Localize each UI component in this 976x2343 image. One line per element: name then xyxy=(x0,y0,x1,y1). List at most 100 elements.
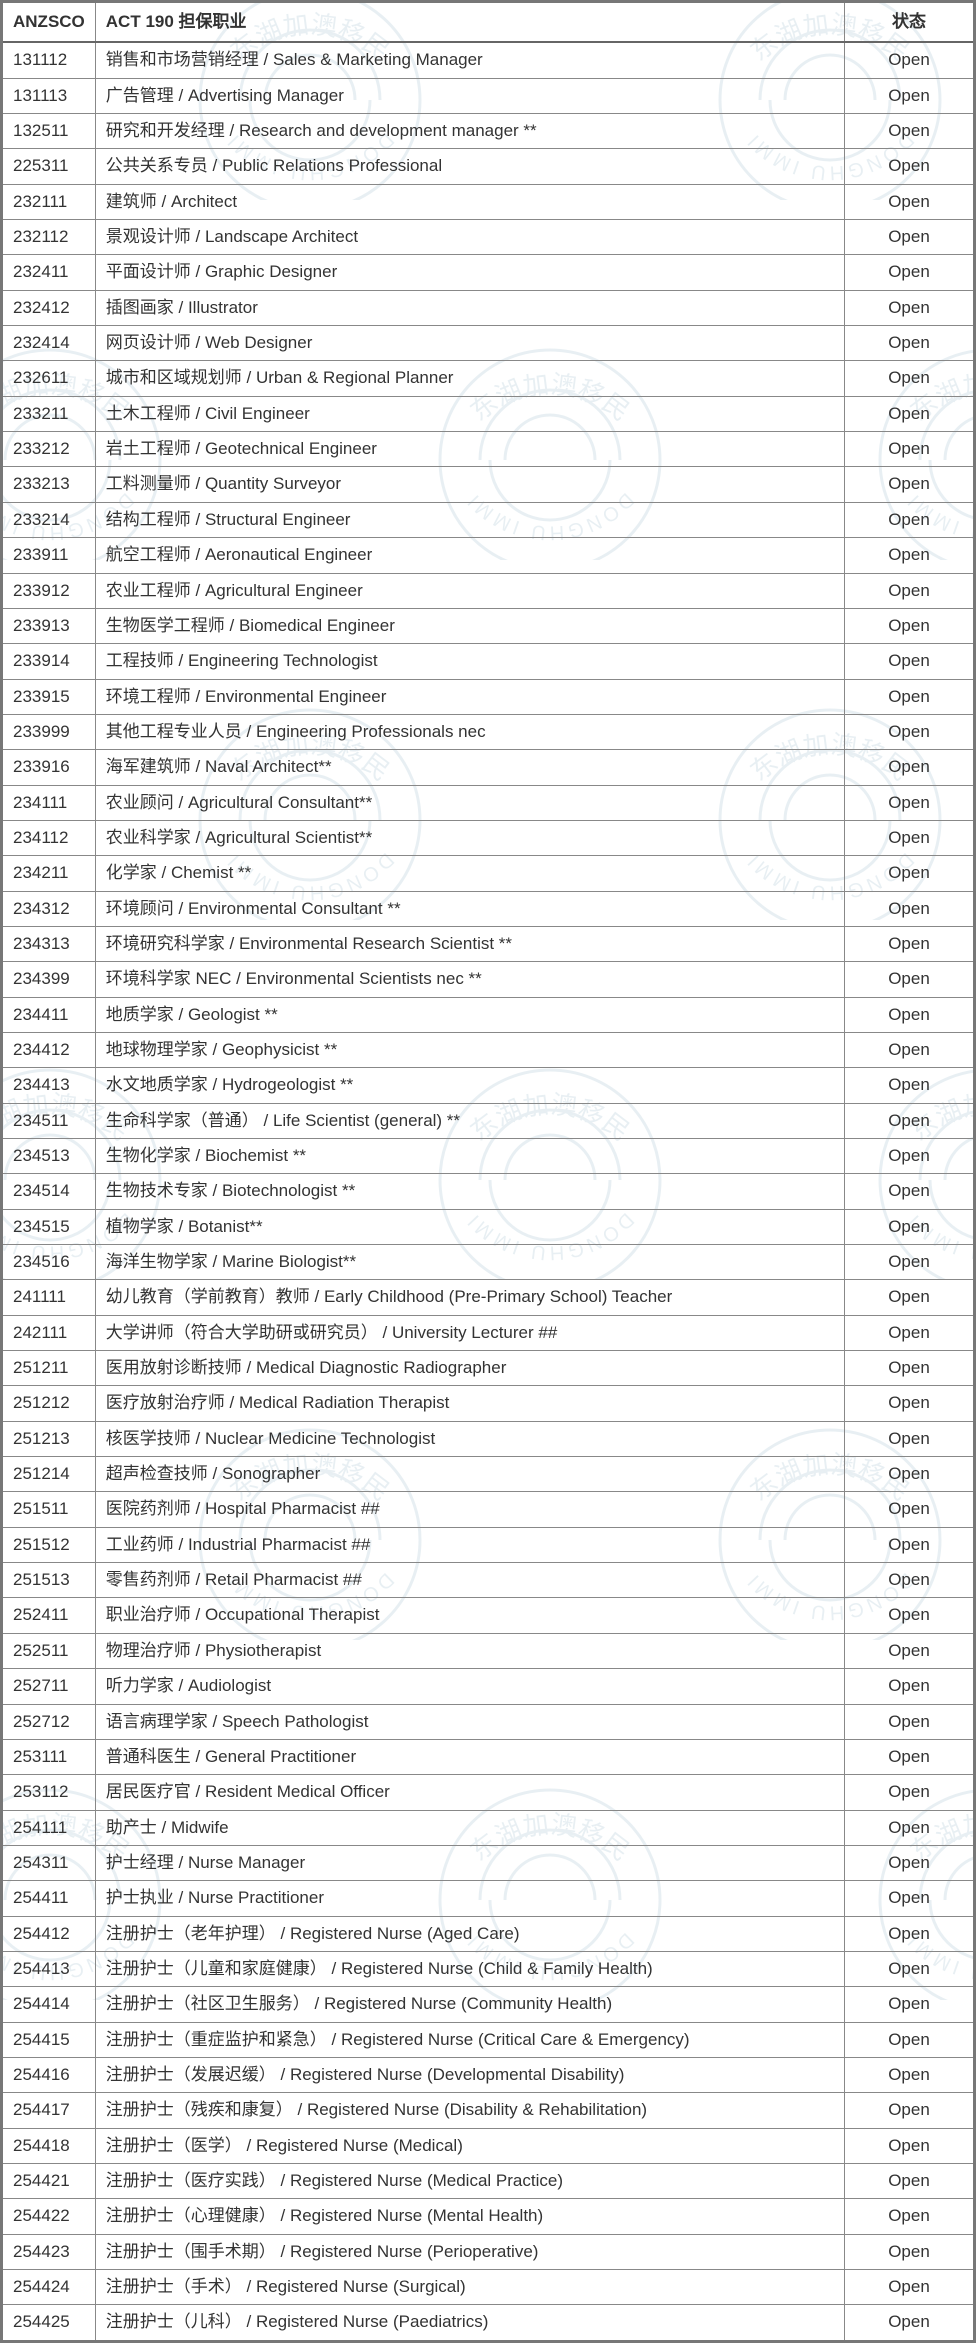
cell-status: Open xyxy=(845,396,975,431)
cell-status: Open xyxy=(845,891,975,926)
cell-status: Open xyxy=(845,42,975,78)
table-row: 251512工业药师 / Industrial Pharmacist ##Ope… xyxy=(2,1527,975,1562)
cell-code: 252411 xyxy=(2,1598,96,1633)
table-row: 251214超声检查技师 / SonographerOpen xyxy=(2,1457,975,1492)
cell-occupation: 海军建筑师 / Naval Architect** xyxy=(95,750,844,785)
cell-occupation: 幼儿教育（学前教育）教师 / Early Childhood (Pre-Prim… xyxy=(95,1280,844,1315)
cell-occupation: 注册护士（残疾和康复） / Registered Nurse (Disabili… xyxy=(95,2093,844,2128)
cell-occupation: 助产士 / Midwife xyxy=(95,1810,844,1845)
table-row: 254311护士经理 / Nurse ManagerOpen xyxy=(2,1845,975,1880)
cell-status: Open xyxy=(845,1457,975,1492)
table-row: 234516海洋生物学家 / Marine Biologist**Open xyxy=(2,1245,975,1280)
cell-occupation: 注册护士（重症监护和紧急） / Registered Nurse (Critic… xyxy=(95,2022,844,2057)
cell-code: 254412 xyxy=(2,1916,96,1951)
cell-status: Open xyxy=(845,1527,975,1562)
cell-code: 253111 xyxy=(2,1739,96,1774)
cell-code: 254421 xyxy=(2,2163,96,2198)
cell-occupation: 公共关系专员 / Public Relations Professional xyxy=(95,149,844,184)
cell-code: 232411 xyxy=(2,255,96,290)
cell-code: 233916 xyxy=(2,750,96,785)
cell-code: 233999 xyxy=(2,714,96,749)
cell-status: Open xyxy=(845,538,975,573)
table-row: 234211化学家 / Chemist **Open xyxy=(2,856,975,891)
cell-status: Open xyxy=(845,2093,975,2128)
cell-status: Open xyxy=(845,1951,975,1986)
cell-code: 254418 xyxy=(2,2128,96,2163)
cell-code: 242111 xyxy=(2,1315,96,1350)
table-row: 232412插图画家 / IllustratorOpen xyxy=(2,290,975,325)
cell-status: Open xyxy=(845,2199,975,2234)
cell-status: Open xyxy=(845,326,975,361)
table-row: 254424注册护士（手术） / Registered Nurse (Surgi… xyxy=(2,2270,975,2305)
table-row: 131113广告管理 / Advertising ManagerOpen xyxy=(2,78,975,113)
cell-code: 232611 xyxy=(2,361,96,396)
cell-status: Open xyxy=(845,997,975,1032)
table-row: 234411地质学家 / Geologist **Open xyxy=(2,997,975,1032)
cell-occupation: 生物医学工程师 / Biomedical Engineer xyxy=(95,608,844,643)
cell-code: 254415 xyxy=(2,2022,96,2057)
cell-code: 233911 xyxy=(2,538,96,573)
table-row: 233214结构工程师 / Structural EngineerOpen xyxy=(2,502,975,537)
cell-code: 233914 xyxy=(2,644,96,679)
table-row: 254425注册护士（儿科） / Registered Nurse (Paedi… xyxy=(2,2305,975,2341)
cell-status: Open xyxy=(845,1245,975,1280)
table-row: 131112销售和市场营销经理 / Sales & Marketing Mana… xyxy=(2,42,975,78)
cell-code: 131112 xyxy=(2,42,96,78)
cell-status: Open xyxy=(845,820,975,855)
table-row: 234515植物学家 / Botanist**Open xyxy=(2,1209,975,1244)
cell-status: Open xyxy=(845,1492,975,1527)
cell-code: 131113 xyxy=(2,78,96,113)
table-row: 242111大学讲师（符合大学助研或研究员） / University Lect… xyxy=(2,1315,975,1350)
cell-status: Open xyxy=(845,2270,975,2305)
cell-status: Open xyxy=(845,1916,975,1951)
cell-code: 234313 xyxy=(2,926,96,961)
cell-status: Open xyxy=(845,1810,975,1845)
cell-code: 254422 xyxy=(2,2199,96,2234)
cell-status: Open xyxy=(845,1775,975,1810)
table-row: 254412注册护士（老年护理） / Registered Nurse (Age… xyxy=(2,1916,975,1951)
cell-status: Open xyxy=(845,502,975,537)
cell-occupation: 核医学技师 / Nuclear Medicine Technologist xyxy=(95,1421,844,1456)
cell-status: Open xyxy=(845,1351,975,1386)
table-row: 251513零售药剂师 / Retail Pharmacist ##Open xyxy=(2,1563,975,1598)
cell-status: Open xyxy=(845,750,975,785)
cell-code: 234112 xyxy=(2,820,96,855)
table-row: 234513生物化学家 / Biochemist **Open xyxy=(2,1139,975,1174)
table-body: 131112销售和市场营销经理 / Sales & Marketing Mana… xyxy=(2,42,975,2341)
header-code: ANZSCO xyxy=(2,2,96,43)
table-row: 233912农业工程师 / Agricultural EngineerOpen xyxy=(2,573,975,608)
table-row: 233914工程技师 / Engineering TechnologistOpe… xyxy=(2,644,975,679)
table-row: 252712语言病理学家 / Speech PathologistOpen xyxy=(2,1704,975,1739)
cell-occupation: 注册护士（发展迟缓） / Registered Nurse (Developme… xyxy=(95,2057,844,2092)
table-row: 234111农业顾问 / Agricultural Consultant**Op… xyxy=(2,785,975,820)
cell-code: 252711 xyxy=(2,1669,96,1704)
cell-status: Open xyxy=(845,1209,975,1244)
table-row: 233913生物医学工程师 / Biomedical EngineerOpen xyxy=(2,608,975,643)
cell-occupation: 土木工程师 / Civil Engineer xyxy=(95,396,844,431)
table-row: 233911航空工程师 / Aeronautical EngineerOpen xyxy=(2,538,975,573)
cell-occupation: 医用放射诊断技师 / Medical Diagnostic Radiograph… xyxy=(95,1351,844,1386)
cell-occupation: 物理治疗师 / Physiotherapist xyxy=(95,1633,844,1668)
table-header-row: ANZSCO ACT 190 担保职业 状态 xyxy=(2,2,975,43)
cell-code: 251213 xyxy=(2,1421,96,1456)
cell-status: Open xyxy=(845,679,975,714)
cell-code: 254413 xyxy=(2,1951,96,1986)
table-row: 233212岩土工程师 / Geotechnical EngineerOpen xyxy=(2,432,975,467)
cell-code: 241111 xyxy=(2,1280,96,1315)
table-row: 253111普通科医生 / General PractitionerOpen xyxy=(2,1739,975,1774)
cell-status: Open xyxy=(845,467,975,502)
table-row: 251211医用放射诊断技师 / Medical Diagnostic Radi… xyxy=(2,1351,975,1386)
cell-code: 234111 xyxy=(2,785,96,820)
cell-code: 251512 xyxy=(2,1527,96,1562)
cell-code: 234413 xyxy=(2,1068,96,1103)
cell-status: Open xyxy=(845,1068,975,1103)
table-row: 234412地球物理学家 / Geophysicist **Open xyxy=(2,1032,975,1067)
cell-code: 234211 xyxy=(2,856,96,891)
cell-occupation: 生命科学家（普通） / Life Scientist (general) ** xyxy=(95,1103,844,1138)
cell-code: 254414 xyxy=(2,1987,96,2022)
occupation-table: ANZSCO ACT 190 担保职业 状态 131112销售和市场营销经理 /… xyxy=(0,0,976,2343)
cell-code: 233213 xyxy=(2,467,96,502)
table-row: 225311公共关系专员 / Public Relations Professi… xyxy=(2,149,975,184)
table-row: 234312环境顾问 / Environmental Consultant **… xyxy=(2,891,975,926)
cell-occupation: 地质学家 / Geologist ** xyxy=(95,997,844,1032)
